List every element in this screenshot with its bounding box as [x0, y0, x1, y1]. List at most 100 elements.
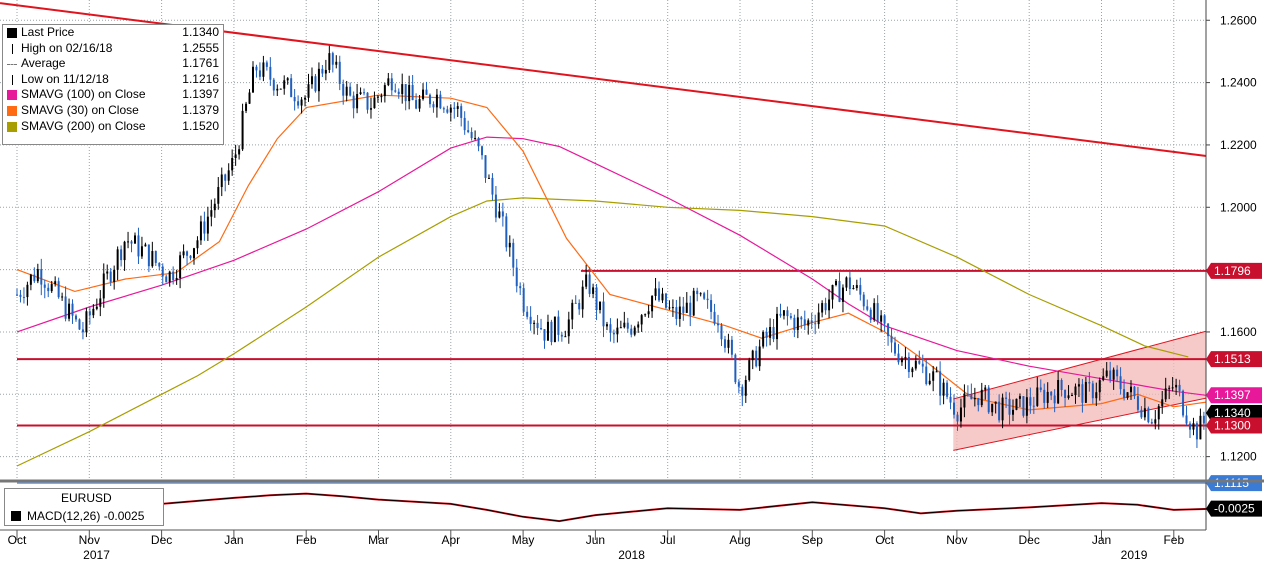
candle-body	[317, 68, 320, 92]
low-marker-icon	[12, 74, 13, 85]
candle-body	[942, 382, 945, 396]
square-pink-icon	[7, 90, 17, 101]
candle-body	[1098, 380, 1101, 393]
candle-body	[810, 320, 813, 324]
candle-body	[824, 303, 827, 311]
candle-body	[720, 325, 723, 340]
candle-body	[74, 315, 77, 320]
candle-body	[331, 53, 334, 65]
candle-body	[1154, 419, 1157, 424]
candle-body	[935, 371, 938, 373]
candle-body	[147, 244, 150, 267]
candle-body	[765, 332, 768, 338]
candle-body	[161, 266, 164, 277]
candle-body	[1192, 423, 1195, 430]
candle-body	[914, 360, 917, 369]
candle-body	[994, 401, 997, 404]
candle-body	[508, 242, 511, 248]
year-label: 2018	[618, 548, 645, 562]
candle-body	[984, 387, 987, 390]
candle-body	[970, 394, 973, 400]
candle-body	[647, 311, 650, 315]
macd-swatch-icon	[11, 511, 21, 521]
candle-body	[814, 323, 817, 325]
axis-tick-label: 1.2000	[1220, 200, 1257, 214]
candle-body	[519, 286, 522, 289]
candle-body	[1046, 391, 1049, 403]
candle-body	[498, 211, 501, 218]
candle-body	[1188, 423, 1191, 430]
macd-legend: EURUSD MACD(12,26) -0.0025	[4, 488, 164, 526]
candle-body	[463, 117, 466, 131]
candle-body	[564, 336, 567, 338]
candle-body	[567, 319, 570, 337]
candle-body	[855, 285, 858, 289]
candle-body	[33, 274, 36, 282]
candle-body	[546, 321, 549, 341]
candle-body	[231, 158, 234, 171]
candle-body	[505, 216, 508, 248]
candle-body	[304, 97, 307, 100]
candle-body	[1039, 387, 1042, 390]
month-label: Jul	[660, 533, 675, 547]
candle-body	[793, 317, 796, 331]
candle-body	[1060, 379, 1063, 390]
candle-body	[1147, 408, 1150, 423]
month-label: Nov	[79, 533, 100, 547]
candle-body	[224, 174, 227, 181]
candle-body	[619, 327, 622, 329]
month-label: Feb	[1163, 533, 1184, 547]
candle-body	[644, 314, 647, 316]
candle-body	[779, 313, 782, 316]
candle-body	[1091, 383, 1094, 399]
channel-upper-line	[953, 327, 1218, 400]
candle-body	[314, 76, 317, 92]
candle-body	[1005, 397, 1008, 399]
candle-body	[234, 154, 237, 159]
month-label: Oct	[8, 533, 27, 547]
candle-body	[1077, 384, 1080, 387]
channel-lower-line	[953, 395, 1218, 451]
candle-body	[241, 110, 244, 150]
legend-item-name: High on 02/16/18	[21, 40, 113, 55]
candle-body	[1133, 386, 1136, 397]
candle-body	[1032, 405, 1035, 407]
legend-item: Low on 11/12/18 1.1216	[3, 72, 223, 88]
candle-body	[734, 354, 737, 383]
candle-body	[1012, 409, 1015, 415]
candle-body	[845, 277, 848, 288]
price-tag: 1.1513	[1206, 351, 1262, 368]
candle-body	[262, 62, 265, 77]
candle-body	[1102, 376, 1105, 381]
candle-body	[852, 288, 855, 290]
candle-body	[869, 309, 872, 320]
candle-body	[543, 329, 546, 341]
candle-body	[730, 339, 733, 355]
candle-body	[36, 269, 39, 282]
candle-body	[609, 324, 612, 333]
candle-body	[737, 382, 740, 387]
candle-body	[838, 280, 841, 302]
candle-body	[1136, 396, 1139, 410]
candle-body	[883, 315, 886, 324]
candle-body	[1064, 389, 1067, 398]
candle-body	[661, 293, 664, 301]
candle-body	[897, 353, 900, 363]
candle-body	[446, 109, 449, 113]
candle-body	[151, 251, 154, 267]
candle-body	[866, 306, 869, 310]
year-label: 2017	[83, 548, 110, 562]
candle-body	[408, 84, 411, 102]
candle-body	[1116, 369, 1119, 377]
candle-body	[769, 327, 772, 338]
candle-body	[1095, 392, 1098, 399]
candle-body	[776, 313, 779, 340]
candle-body	[828, 299, 831, 311]
candle-body	[154, 251, 157, 263]
macd-label: MACD(12,26) -0.0025	[27, 509, 145, 523]
candle-body	[633, 327, 636, 335]
candle-body	[474, 137, 477, 139]
candle-body	[904, 356, 907, 359]
candle-body	[307, 84, 310, 98]
macd-pane: -0.0025	[0, 479, 1264, 531]
